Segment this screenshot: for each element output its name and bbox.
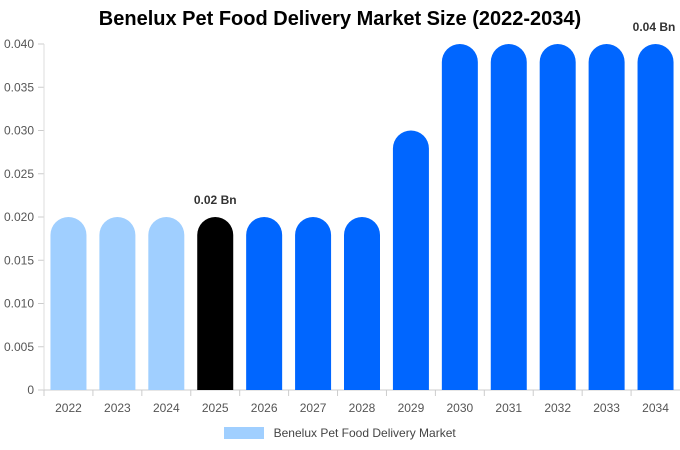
bar-2027 [295,217,332,390]
bar-2028 [344,217,380,390]
x-tick-label: 2029 [398,401,425,415]
bar-2023 [99,217,136,390]
data-label-2025: 0.02 Bn [194,193,237,207]
y-axis: 0 0.005 0.010 0.015 0.020 0.025 0.030 0.035 0.04… [4,37,45,397]
y-tick-label: 0.005 [4,340,34,354]
chart-title: Benelux Pet Food Delivery Market Size (2… [98,8,582,30]
x-tick-label: 2022 [55,401,82,415]
x-tick-label: 2028 [349,401,376,415]
y-tick-label: 0.020 [4,210,34,224]
x-tick-label: 2025 [202,401,229,415]
y-tick-label: 0 [27,383,34,397]
x-tick-label: 2027 [300,401,327,415]
x-tick-label: 2032 [544,401,571,415]
y-tick-label: 0.010 [4,297,34,311]
x-tick-label: 2034 [642,401,669,415]
bar-2031 [490,44,527,390]
bar-2033 [588,44,625,390]
y-tick-label: 0.035 [4,80,34,94]
bar-2022 [50,217,87,390]
bar-2025 [197,217,234,390]
y-tick-label: 0.040 [4,37,34,51]
bar-2026 [246,217,283,390]
y-tick-label: 0.015 [4,253,34,267]
data-labels: 0.02 Bn 0.04 Bn [194,20,675,207]
bar-2024 [148,217,185,390]
bar-2029 [392,130,429,390]
x-tick-label: 2033 [593,401,620,415]
x-tick-label: 2024 [153,401,180,415]
legend: Benelux Pet Food Delivery Market [0,425,680,440]
legend-label: Benelux Pet Food Delivery Market [273,425,456,440]
x-tick-label: 2030 [446,401,473,415]
bar-2030 [441,44,478,390]
bar-2032 [539,44,576,390]
legend-swatch [224,426,265,439]
y-tick-label: 0.025 [4,167,34,181]
x-tick-label: 2031 [495,401,522,415]
bars [50,44,674,390]
x-tick-label: 2026 [251,401,278,415]
bar-2034 [637,44,674,390]
data-label-2034: 0.04 Bn [633,20,676,34]
x-tick-label: 2023 [104,401,131,415]
x-axis: 2022 2023 2024 2025 2026 2027 2028 2029 2030 2031… [43,389,680,415]
y-tick-label: 0.030 [4,124,34,138]
